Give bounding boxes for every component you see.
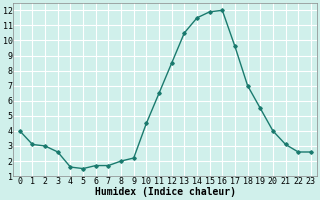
X-axis label: Humidex (Indice chaleur): Humidex (Indice chaleur) <box>95 187 236 197</box>
